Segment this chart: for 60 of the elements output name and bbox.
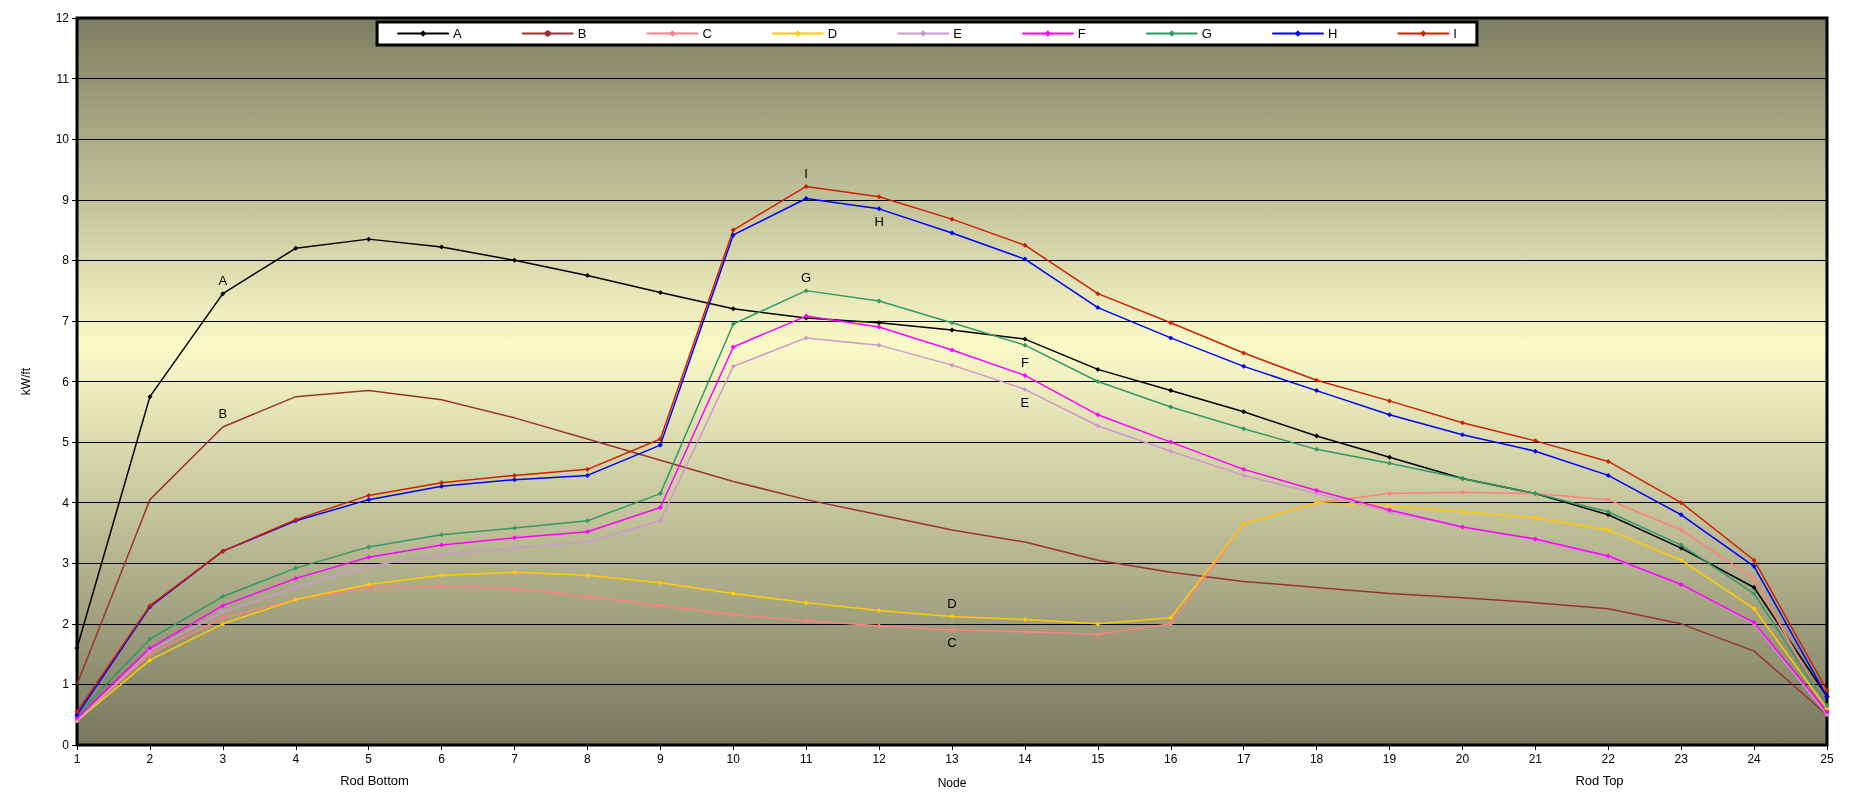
x-tick-label: 9: [656, 752, 664, 766]
y-tick-label: 4: [62, 495, 70, 510]
text: Rod Top: [1575, 772, 1624, 788]
x-tick-label: 22: [1601, 752, 1616, 766]
y-tick-label: 7: [62, 313, 70, 328]
x-tick-label: 23: [1674, 752, 1689, 766]
annotation: G: [801, 270, 812, 286]
x-tick-label: 19: [1382, 752, 1397, 766]
legend-label: C: [702, 26, 712, 41]
legend-label: D: [827, 26, 838, 41]
annotation: H: [874, 214, 884, 230]
annotation: D: [947, 596, 957, 612]
annotation: C: [947, 635, 957, 651]
x-tick-label: 17: [1236, 752, 1251, 766]
x-tick-label: 14: [1018, 752, 1032, 766]
x-tick-label: 1: [73, 752, 81, 766]
x-tick-label: 16: [1164, 752, 1178, 766]
y-tick-label: 6: [62, 374, 70, 389]
legend-label: E: [953, 26, 963, 41]
y-tick-label: 11: [56, 71, 70, 86]
annotation: I: [804, 165, 808, 181]
x-tick-label: 20: [1455, 752, 1470, 766]
annotation: B: [218, 406, 228, 422]
annotation: A: [218, 273, 228, 289]
x-tick-label: 3: [219, 752, 227, 766]
x-tick-label: 25: [1820, 752, 1834, 766]
legend-label: H: [1327, 26, 1338, 41]
y-tick-label: 10: [55, 132, 70, 147]
legend-label: A: [453, 26, 463, 41]
y-tick-label: 12: [55, 11, 70, 25]
x-tick-label: 18: [1309, 752, 1324, 766]
annotation: F: [1020, 354, 1029, 370]
x-axis-title: Node: [937, 776, 967, 790]
legend-label: F: [1077, 26, 1086, 41]
y-tick-label: 5: [62, 435, 70, 450]
x-tick-label: 7: [511, 752, 519, 766]
x-tick-label: 11: [799, 752, 813, 766]
y-tick-label: 1: [62, 677, 70, 692]
x-tick-label: 21: [1528, 752, 1543, 766]
x-tick-label: 5: [365, 752, 373, 766]
x-tick-label: 6: [438, 752, 446, 766]
legend-label: B: [577, 26, 587, 41]
legend-label: G: [1201, 26, 1212, 41]
x-tick-label: 12: [872, 752, 887, 766]
x-tick-label: 2: [146, 752, 154, 766]
annotation: E: [1020, 394, 1030, 410]
y-axis-title: kW/ft: [19, 367, 33, 396]
x-tick-label: 24: [1747, 752, 1762, 766]
text: Rod Bottom: [340, 772, 409, 788]
y-tick-label: 8: [62, 253, 70, 268]
y-tick-label: 2: [62, 616, 70, 631]
y-tick-label: 9: [62, 192, 70, 207]
x-tick-label: 15: [1091, 752, 1105, 766]
x-tick-label: 10: [726, 752, 741, 766]
y-tick-label: 0: [62, 738, 70, 752]
y-tick-label: 3: [62, 556, 70, 571]
x-tick-label: 13: [945, 752, 959, 766]
x-tick-label: 4: [292, 752, 300, 766]
legend-label: I: [1453, 26, 1457, 41]
x-tick-label: 8: [584, 752, 592, 766]
